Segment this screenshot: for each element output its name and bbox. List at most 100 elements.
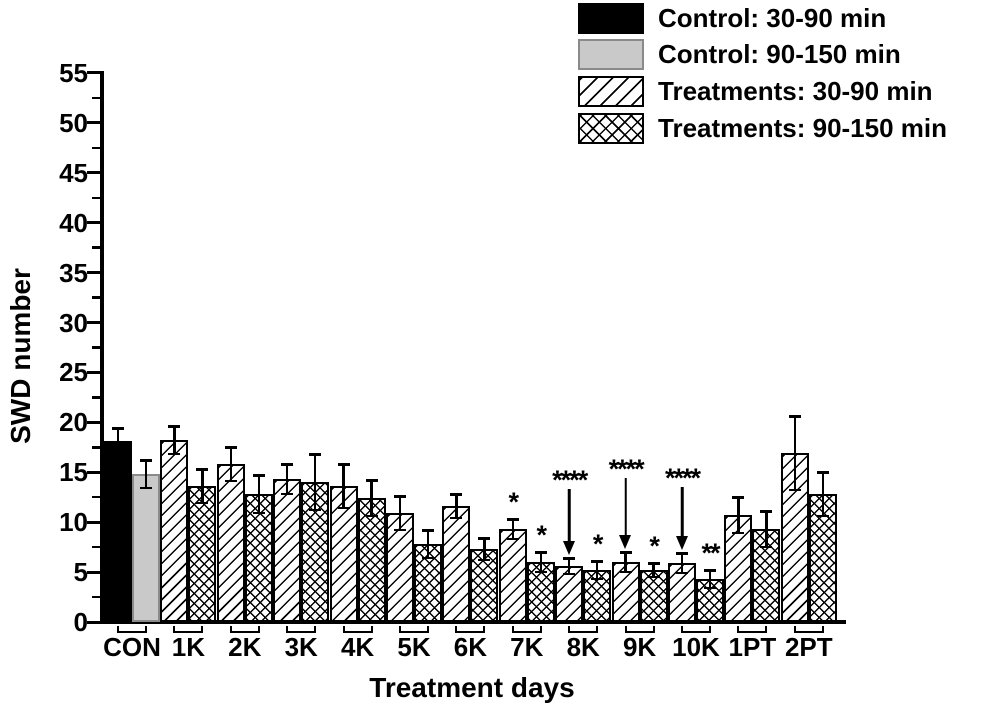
significance-marker: * xyxy=(536,520,547,551)
legend-label-treatments-90-150: Treatments: 90-150 min xyxy=(658,113,948,143)
significance-marker: * xyxy=(592,529,603,560)
x-axis-category-label: 8K xyxy=(566,632,600,662)
error-bar-line xyxy=(793,416,797,491)
error-bar-cap-top xyxy=(224,446,237,449)
y-axis-tick-label: 45 xyxy=(59,157,88,188)
error-bar-cap-top xyxy=(591,560,604,563)
error-bar-line xyxy=(398,496,402,531)
error-bar-line xyxy=(342,464,345,509)
error-bar-line xyxy=(821,472,825,517)
error-bar-cap-top xyxy=(168,425,181,428)
legend-item-control-90-150: Control: 90-150 min xyxy=(578,39,901,70)
y-axis-major-tick xyxy=(87,271,100,275)
legend-item-treatments-90-150: Treatments: 90-150 min xyxy=(578,113,947,144)
error-bar-line xyxy=(539,552,543,573)
error-bar-cap-bottom xyxy=(224,479,237,483)
error-bar-cap-bottom xyxy=(252,511,265,515)
significance-arrow-head-icon xyxy=(675,536,688,551)
category-bracket xyxy=(455,626,486,633)
y-axis-minor-tick xyxy=(92,196,100,199)
y-axis-line xyxy=(100,71,104,624)
y-axis-major-tick xyxy=(87,221,100,225)
error-bar-line xyxy=(285,464,289,495)
x-axis-category-label: 9K xyxy=(622,632,657,662)
y-axis-minor-tick xyxy=(92,545,100,549)
y-axis-major-tick xyxy=(87,420,100,424)
error-bar-cap-bottom xyxy=(196,501,209,505)
error-bar-cap-top xyxy=(506,518,519,521)
error-bar-line xyxy=(313,454,317,511)
bar xyxy=(555,566,584,622)
error-bar-cap-bottom xyxy=(676,571,688,575)
error-bar-line xyxy=(765,511,768,548)
error-bar-line xyxy=(201,469,204,504)
error-bar-cap-bottom xyxy=(788,488,801,492)
error-bar-cap-bottom xyxy=(394,528,406,532)
legend: Control: 30-90 min Control: 90-150 min T… xyxy=(578,0,978,150)
error-bar-cap-bottom xyxy=(760,545,773,549)
error-bar-line xyxy=(426,530,430,559)
significance-marker: ** xyxy=(701,538,720,569)
error-bar-cap-bottom xyxy=(591,577,604,581)
error-bar-cap-top xyxy=(450,493,463,496)
legend-swatch-control-30-90-icon xyxy=(578,3,644,34)
bar xyxy=(470,549,499,622)
category-bracket xyxy=(511,626,542,633)
error-bar-cap-top xyxy=(563,557,576,560)
x-axis-category-label: 10K xyxy=(672,632,720,662)
error-bar-cap-bottom xyxy=(563,572,576,576)
y-axis-minor-tick xyxy=(92,246,100,249)
bar xyxy=(244,494,273,622)
bar xyxy=(188,486,217,622)
error-bar-cap-top xyxy=(619,551,632,554)
y-axis-minor-tick xyxy=(92,396,100,399)
error-bar-cap-bottom xyxy=(281,492,294,496)
error-bar-cap-bottom xyxy=(816,514,829,518)
error-bar-cap-bottom xyxy=(619,570,632,574)
bar xyxy=(639,570,668,622)
y-axis-major-tick xyxy=(87,620,100,624)
category-bracket xyxy=(342,626,373,633)
bar xyxy=(104,441,132,622)
error-bar-line xyxy=(511,519,515,540)
x-axis-category-label: 2K xyxy=(228,632,262,662)
error-bar-line xyxy=(652,563,655,578)
error-bar-cap-bottom xyxy=(168,452,181,456)
bar xyxy=(357,498,386,622)
bar xyxy=(216,464,245,622)
x-axis-category-label: 6K xyxy=(453,632,488,662)
legend-swatch-treatments-30-90-icon xyxy=(578,76,644,107)
bar xyxy=(386,513,414,622)
error-bar-line xyxy=(370,480,373,517)
significance-marker: * xyxy=(649,531,659,562)
legend-swatch-control-90-150-icon xyxy=(578,39,644,70)
significance-arrow-head-icon xyxy=(562,541,575,556)
y-axis-tick-label: 50 xyxy=(59,107,88,138)
bar xyxy=(442,506,471,622)
y-axis-major-tick xyxy=(87,71,100,75)
error-bar-cap-bottom xyxy=(140,486,152,490)
y-axis-tick-label: 30 xyxy=(59,307,88,338)
error-bar-cap-top xyxy=(252,474,265,477)
y-axis-minor-tick xyxy=(92,446,100,449)
error-bar-cap-top xyxy=(534,551,547,554)
error-bar-line xyxy=(708,570,712,589)
error-bar-line xyxy=(455,494,458,519)
error-bar-cap-top xyxy=(788,415,801,418)
y-axis-tick-label: 40 xyxy=(59,207,88,238)
category-bracket xyxy=(737,626,768,633)
error-bar-cap-top xyxy=(704,569,716,572)
x-axis-category-label: CON xyxy=(103,632,161,662)
x-axis-category-label: 1PT xyxy=(728,632,777,662)
error-bar-cap-top xyxy=(816,471,829,474)
error-bar-line xyxy=(257,475,261,514)
error-bar-line xyxy=(624,552,627,573)
y-axis-tick-label: 20 xyxy=(59,407,88,438)
error-bar-cap-top xyxy=(422,529,434,532)
error-bar-cap-bottom xyxy=(422,556,434,560)
bar xyxy=(611,562,640,622)
error-bar-cap-bottom xyxy=(506,537,519,541)
error-bar-cap-top xyxy=(760,510,773,513)
y-axis-tick-label: 15 xyxy=(59,457,88,488)
bar xyxy=(160,440,189,622)
